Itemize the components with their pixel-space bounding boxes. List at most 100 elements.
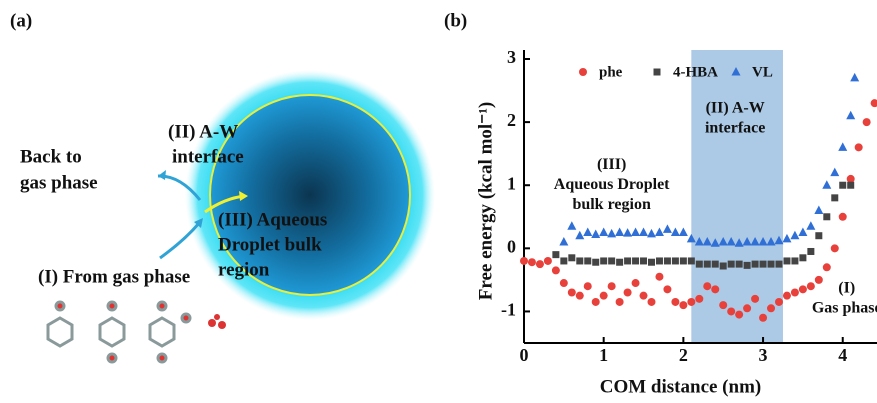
x-tick-label: 2 <box>679 345 688 365</box>
point <box>639 227 649 237</box>
point <box>551 266 560 275</box>
point <box>687 257 695 265</box>
point <box>608 257 616 265</box>
annotation: bulk region <box>572 196 651 213</box>
point <box>560 257 568 265</box>
point <box>631 227 641 237</box>
point <box>520 256 528 265</box>
legend-marker <box>731 67 741 76</box>
point <box>830 167 840 177</box>
point <box>870 99 877 108</box>
point <box>671 297 680 306</box>
point <box>623 228 633 237</box>
point <box>742 237 752 246</box>
point <box>838 142 848 151</box>
point <box>663 285 672 294</box>
point <box>774 297 783 306</box>
point <box>790 288 799 297</box>
point <box>846 174 855 183</box>
point <box>806 221 816 230</box>
point <box>782 233 792 243</box>
legend-label: 4-HBA <box>673 64 718 80</box>
point <box>567 288 576 297</box>
point <box>759 260 767 268</box>
point <box>624 257 632 265</box>
point <box>727 260 735 268</box>
droplet <box>209 94 411 296</box>
y-tick-label: 3 <box>507 47 516 67</box>
point <box>719 262 727 270</box>
point <box>647 258 655 266</box>
point <box>583 282 592 291</box>
point <box>703 282 712 291</box>
arrow-in <box>159 221 202 260</box>
point <box>575 291 584 300</box>
point <box>631 279 640 288</box>
panel-label: (a) <box>10 10 32 31</box>
point <box>639 291 648 300</box>
point <box>623 288 632 297</box>
point <box>790 230 800 240</box>
point <box>775 260 783 268</box>
point <box>807 247 815 255</box>
point <box>735 260 743 268</box>
arrowhead <box>158 170 166 180</box>
bulk-label: Droplet bulk <box>218 234 322 255</box>
point <box>559 279 568 288</box>
back-label: Back to <box>20 146 82 167</box>
point <box>543 256 552 265</box>
plot: -1 0 1 2 3 0 1 2 3 4 COM distance (nm) Free energy … <box>475 47 877 397</box>
annotation: (I) <box>838 279 855 296</box>
point <box>815 232 823 240</box>
point <box>767 260 775 268</box>
point <box>750 237 760 246</box>
point <box>743 261 751 269</box>
point <box>766 237 776 246</box>
point <box>814 205 824 214</box>
point <box>850 72 860 82</box>
point <box>567 221 577 230</box>
interface-label: interface <box>172 146 244 167</box>
point <box>663 257 671 265</box>
x-tick-label: 1 <box>599 345 608 365</box>
point <box>646 228 656 238</box>
back-label: gas phase <box>20 172 98 193</box>
point <box>568 254 576 262</box>
legend-marker <box>579 68 587 76</box>
point <box>647 297 656 306</box>
point <box>599 291 608 300</box>
point <box>822 263 831 272</box>
point <box>798 227 808 237</box>
point <box>838 212 847 221</box>
point <box>798 285 807 294</box>
point <box>615 297 624 306</box>
point <box>607 228 617 238</box>
point <box>552 251 560 259</box>
point <box>686 233 696 243</box>
point <box>671 257 679 265</box>
point <box>719 301 728 310</box>
point <box>527 258 536 267</box>
point <box>575 230 585 240</box>
legend-label: phe <box>599 64 623 80</box>
annotation: interface <box>705 120 765 137</box>
point <box>839 181 847 189</box>
y-tick-label: -1 <box>501 300 516 320</box>
y-tick-label: 2 <box>507 110 516 130</box>
point <box>854 143 863 152</box>
point <box>559 237 569 246</box>
point <box>727 307 736 316</box>
point <box>592 258 600 266</box>
from-label: (I) From gas phase <box>38 266 190 287</box>
point <box>679 301 688 310</box>
x-axis-label: COM distance (nm) <box>600 376 761 397</box>
point <box>799 254 807 262</box>
point <box>758 237 768 246</box>
y-axis-label: Free energy (kcal mol⁻¹) <box>475 102 496 300</box>
point <box>591 229 601 238</box>
point <box>600 257 608 265</box>
bulk-label: region <box>218 259 270 280</box>
point <box>814 275 823 284</box>
point <box>591 297 600 306</box>
